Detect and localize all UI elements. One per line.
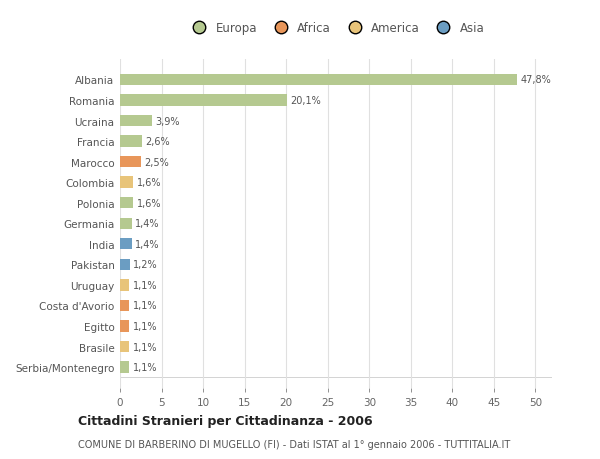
Text: COMUNE DI BARBERINO DI MUGELLO (FI) - Dati ISTAT al 1° gennaio 2006 - TUTTITALIA: COMUNE DI BARBERINO DI MUGELLO (FI) - Da…	[78, 440, 510, 449]
Text: 1,6%: 1,6%	[137, 198, 161, 208]
Text: 1,1%: 1,1%	[133, 362, 157, 372]
Bar	[120, 177, 133, 188]
Text: 1,2%: 1,2%	[133, 260, 158, 270]
Text: 3,9%: 3,9%	[156, 116, 180, 126]
Bar	[120, 300, 129, 311]
Text: 1,4%: 1,4%	[135, 219, 160, 229]
Text: 2,6%: 2,6%	[145, 137, 170, 147]
Bar	[120, 259, 130, 270]
Text: 2,5%: 2,5%	[144, 157, 169, 167]
Text: 47,8%: 47,8%	[520, 75, 551, 85]
Text: 1,1%: 1,1%	[133, 280, 157, 290]
Text: Cittadini Stranieri per Cittadinanza - 2006: Cittadini Stranieri per Cittadinanza - 2…	[78, 414, 373, 428]
Text: 1,4%: 1,4%	[135, 239, 160, 249]
Bar	[120, 218, 131, 230]
Text: 1,1%: 1,1%	[133, 321, 157, 331]
Bar	[120, 362, 129, 373]
Text: 20,1%: 20,1%	[290, 96, 321, 106]
Legend: Europa, Africa, America, Asia: Europa, Africa, America, Asia	[185, 20, 487, 37]
Text: 1,6%: 1,6%	[137, 178, 161, 188]
Bar	[120, 321, 129, 332]
Bar	[120, 95, 287, 106]
Text: 1,1%: 1,1%	[133, 342, 157, 352]
Bar	[120, 198, 133, 209]
Bar	[120, 341, 129, 353]
Bar	[120, 116, 152, 127]
Bar	[120, 75, 517, 86]
Bar	[120, 239, 131, 250]
Bar	[120, 136, 142, 147]
Text: 1,1%: 1,1%	[133, 301, 157, 311]
Bar	[120, 157, 141, 168]
Bar	[120, 280, 129, 291]
